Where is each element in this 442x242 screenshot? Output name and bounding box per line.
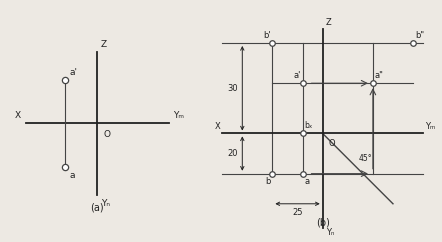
Text: O: O: [103, 130, 110, 139]
Text: Z: Z: [326, 18, 332, 27]
Text: a: a: [69, 171, 75, 180]
Text: 45°: 45°: [359, 154, 373, 163]
Text: Yₙ: Yₙ: [326, 228, 334, 237]
Text: X: X: [214, 122, 220, 131]
Text: Yₘ: Yₘ: [425, 122, 435, 131]
Text: Yₙ: Yₙ: [101, 199, 110, 208]
Text: 25: 25: [292, 208, 303, 217]
Text: a': a': [293, 71, 301, 80]
Text: a: a: [305, 177, 310, 186]
Text: (b): (b): [316, 218, 330, 228]
Text: 30: 30: [228, 84, 238, 93]
Text: a': a': [69, 68, 77, 77]
Text: b: b: [265, 177, 271, 186]
Text: a": a": [375, 71, 384, 80]
Text: bₓ: bₓ: [305, 121, 313, 130]
Text: 20: 20: [228, 149, 238, 158]
Text: O: O: [329, 139, 335, 149]
Text: (a): (a): [91, 202, 104, 212]
Text: X: X: [15, 111, 21, 120]
Text: b': b': [263, 31, 271, 40]
Text: Z: Z: [101, 40, 107, 49]
Text: b": b": [415, 31, 424, 40]
Text: Yₘ: Yₘ: [173, 111, 184, 120]
